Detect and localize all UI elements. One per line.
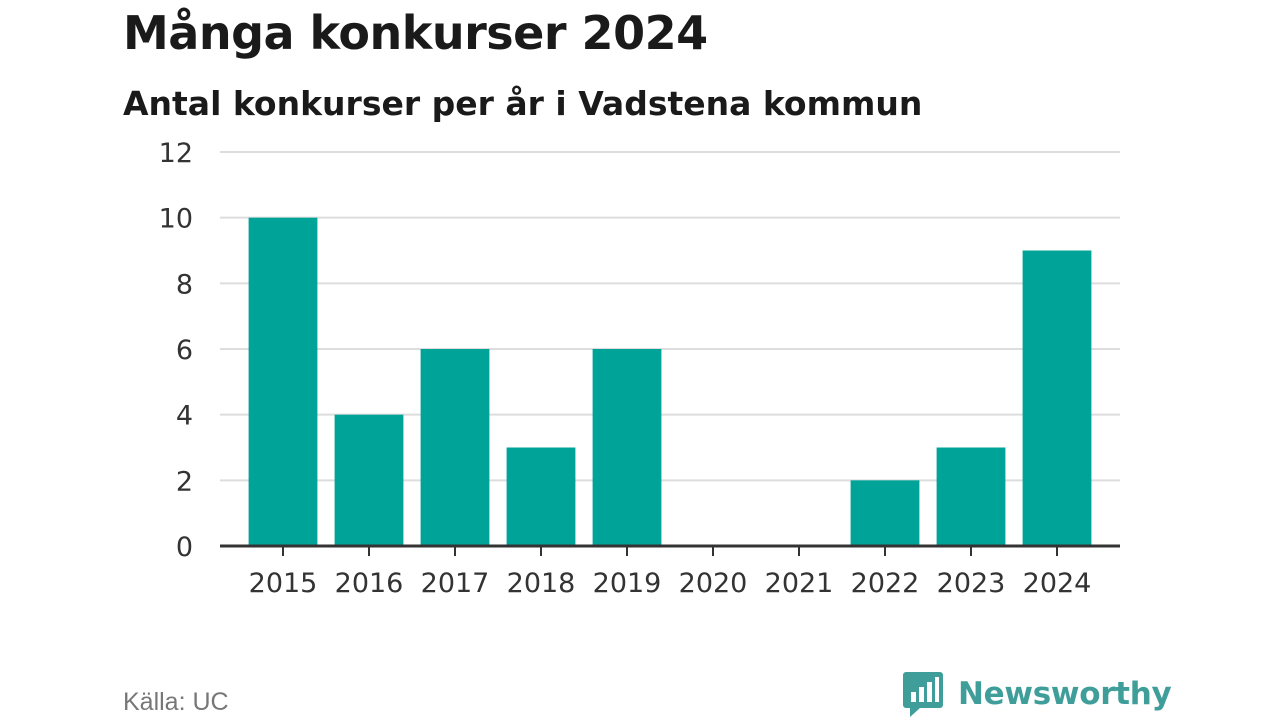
bar-2017 [420,349,490,546]
bar-2024 [1022,250,1092,546]
x-tick-label: 2023 [937,568,1006,599]
x-tick-label: 2017 [421,568,490,599]
y-tick-label: 0 [176,532,193,563]
bars [248,217,1092,546]
brand-logo: Newsworthy [902,670,1172,718]
bar-2016 [334,414,404,546]
x-tick-label: 2016 [335,568,404,599]
y-axis-ticks: 0 2 4 6 8 10 12 [159,138,193,563]
x-axis-ticks: 2015 2016 2017 2018 2019 2020 2021 2022 2023 2024 [249,568,1092,599]
x-tick-label: 2019 [593,568,662,599]
x-tick-label: 2018 [507,568,576,599]
x-tick-label: 2024 [1023,568,1092,599]
bar-chart-speech-bubble-icon [903,672,943,717]
y-tick-label: 10 [159,204,193,235]
chart-title: Många konkurser 2024 [123,6,708,60]
y-tick-label: 6 [176,335,193,366]
y-tick-label: 2 [176,466,193,497]
bar-2019 [592,349,662,546]
brand-name: Newsworthy [958,676,1172,712]
y-tick-label: 4 [176,401,193,432]
y-tick-label: 8 [176,269,193,300]
bar-2022 [850,480,920,546]
bar-2018 [506,447,576,546]
x-tick-label: 2020 [679,568,748,599]
x-tick-label: 2015 [249,568,318,599]
chart-subtitle: Antal konkurser per år i Vadstena kommun [123,84,923,123]
bar-2015 [248,217,318,546]
source-note: Källa: UC [123,688,229,716]
bar-2023 [936,447,1006,546]
x-axis [220,544,1120,556]
y-tick-label: 12 [159,138,193,169]
x-tick-label: 2021 [765,568,834,599]
x-tick-label: 2022 [851,568,920,599]
